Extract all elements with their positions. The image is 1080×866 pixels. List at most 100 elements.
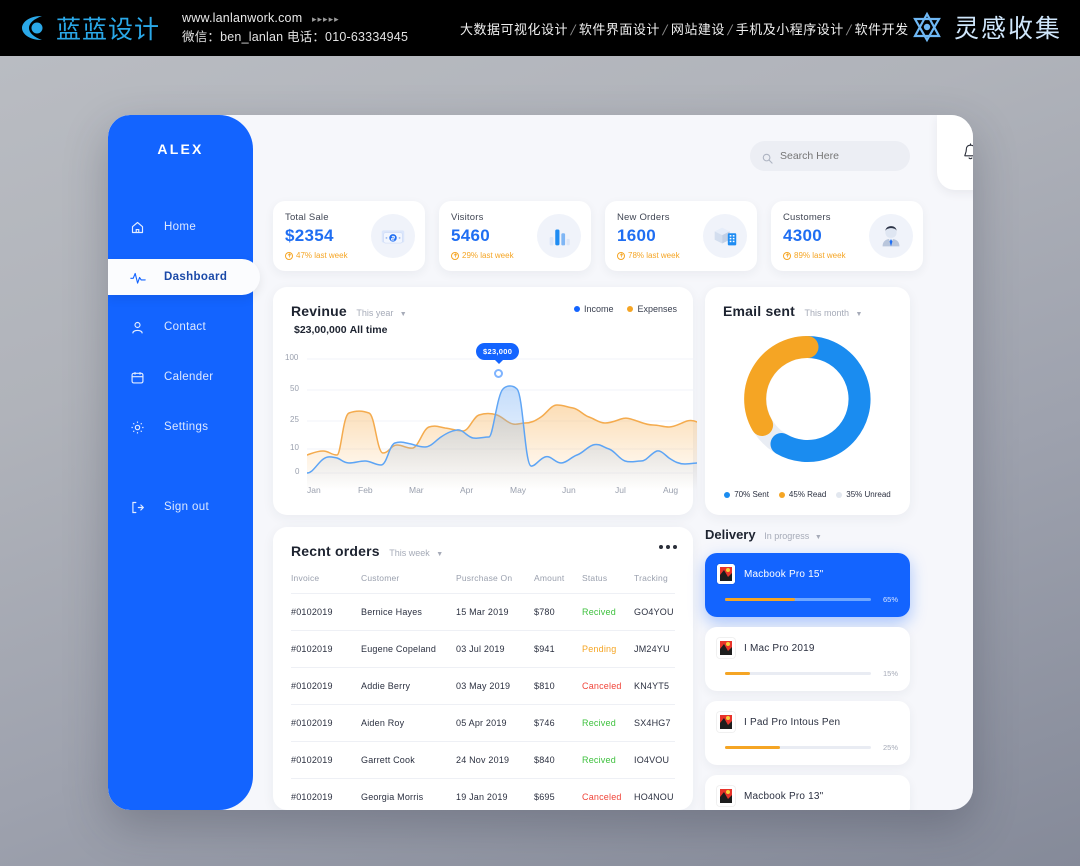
- search-input[interactable]: [780, 150, 895, 162]
- cell-purchase: 15 Mar 2019: [456, 593, 534, 631]
- orders-more-icon[interactable]: [659, 545, 677, 549]
- stat-card-total-sale[interactable]: Total Sale $2354 47% last week: [273, 201, 425, 271]
- sidebar-item-label: Sign out: [164, 501, 209, 513]
- table-row[interactable]: #0102019 Eugene Copeland 03 Jul 2019 $94…: [291, 630, 675, 668]
- revenue-panel: Revinue This year ▼ $23,00,000 All time I…: [273, 287, 697, 515]
- bell-icon[interactable]: [962, 143, 973, 162]
- delivery-period[interactable]: In progress: [764, 531, 810, 541]
- delivery-item-macbook-pro-15[interactable]: Macbook Pro 15" 65%: [705, 553, 910, 617]
- table-row[interactable]: #0102019 Garrett Cook 24 Nov 2019 $840 R…: [291, 741, 675, 779]
- trend-up-icon: [285, 251, 293, 260]
- stat-card-new-orders[interactable]: New Orders 1600 78% last week: [605, 201, 757, 271]
- delivery-progress-row: 15%: [717, 669, 898, 678]
- cell-customer: Garrett Cook: [361, 741, 456, 779]
- logout-icon: [130, 500, 150, 515]
- sidebar-item-settings[interactable]: Settings: [108, 409, 253, 445]
- sidebar-logo: ALEX: [157, 141, 204, 157]
- legend-swatch: [573, 306, 580, 312]
- revenue-period[interactable]: This year: [356, 308, 394, 318]
- cell-tracking: JM24YU: [634, 630, 675, 668]
- legend-label: 45% Read: [788, 490, 827, 499]
- stat-delta-label: 89% last week: [794, 251, 846, 260]
- stat-card-visitors[interactable]: Visitors 5460 29% last week: [439, 201, 591, 271]
- y-tick-10: 10: [290, 443, 299, 452]
- delivery-item-label: I Mac Pro 2019: [744, 642, 815, 654]
- chevron-down-icon[interactable]: ▼: [814, 534, 822, 541]
- sidebar-item-dashboard[interactable]: Dashboard: [108, 259, 260, 295]
- delivery-item-ipad-pro-intous-pen[interactable]: I Pad Pro Intous Pen 25%: [705, 701, 910, 765]
- cell-amount: $746: [534, 704, 582, 742]
- product-thumb-icon: [717, 712, 735, 732]
- table-row[interactable]: #0102019 Addie Berry 03 May 2019 $810 Ca…: [291, 667, 675, 705]
- service-2: 网站建设: [670, 23, 725, 38]
- cell-customer: Addie Berry: [361, 667, 456, 705]
- cell-amount: $941: [534, 630, 582, 668]
- x-tick-mar: Mar: [409, 485, 424, 495]
- search-bar[interactable]: [750, 141, 910, 171]
- cell-purchase: 03 Jul 2019: [456, 630, 534, 668]
- stat-title: Customers: [783, 212, 831, 223]
- panel-title: Email sent: [723, 303, 796, 319]
- cell-purchase: 03 May 2019: [456, 667, 534, 705]
- stat-value: 5460: [451, 226, 491, 245]
- cell-amount: $840: [534, 741, 582, 779]
- stat-delta-label: 29% last week: [462, 251, 514, 260]
- stat-delta: 89% last week: [783, 251, 911, 260]
- email-period[interactable]: This month: [804, 308, 850, 318]
- recent-orders-panel: Recnt orders This week ▼ Invoice Custome…: [273, 527, 693, 810]
- lanlan-logo-icon: [16, 11, 50, 45]
- revenue-plot: [307, 358, 697, 490]
- y-tick-100: 100: [285, 353, 299, 362]
- service-sep: /: [846, 23, 852, 38]
- revenue-amount-note: All time: [349, 324, 388, 336]
- chevron-down-icon[interactable]: ▼: [436, 551, 444, 558]
- product-thumb-icon: [717, 638, 735, 658]
- cell-status: Recived: [582, 704, 634, 742]
- product-thumb-icon: [717, 564, 735, 584]
- table-row[interactable]: #0102019 Aiden Roy 05 Apr 2019 $746 Reci…: [291, 704, 675, 742]
- delivery-item-imac-pro-2019[interactable]: I Mac Pro 2019 15%: [705, 627, 910, 691]
- email-header: Email sent This month ▼: [705, 287, 910, 331]
- brand-contact: www.lanlanwork.com ▸▸▸▸▸ 微信：ben_lanlan 电…: [182, 9, 408, 48]
- chevron-down-icon[interactable]: ▼: [399, 311, 407, 318]
- legend-label: 70% Sent: [734, 490, 769, 499]
- legend-label: Income: [583, 304, 614, 314]
- stat-card-customers[interactable]: Customers 4300 89% last week: [771, 201, 923, 271]
- table-row[interactable]: #0102019 Georgia Morris 19 Jan 2019 $695…: [291, 778, 675, 810]
- stat-delta-label: 78% last week: [628, 251, 680, 260]
- legend-item-read: 45% Read: [778, 490, 827, 499]
- brand-contact-line: 微信：ben_lanlan 电话：010-63334945: [182, 30, 409, 44]
- sidebar-item-contact[interactable]: Contact: [108, 309, 253, 345]
- product-thumb-icon: [717, 786, 735, 806]
- legend-swatch: [627, 306, 634, 312]
- column-customer: Customer: [361, 573, 400, 583]
- column-invoice: Invoice: [291, 573, 320, 583]
- revenue-header: Revinue This year ▼ $23,00,000 All time: [273, 287, 693, 346]
- bar-chart-icon: [537, 214, 581, 258]
- revenue-legend: Income Expenses: [573, 304, 677, 314]
- legend-item-unread: 35% Unread: [836, 490, 891, 499]
- revenue-amount-row: $23,00,000 All time: [291, 324, 675, 336]
- service-sep: /: [571, 23, 576, 38]
- user-icon: [130, 320, 150, 335]
- email-legend: 70% Sent 45% Read 35% Unread: [705, 490, 910, 499]
- x-tick-feb: Feb: [358, 485, 373, 495]
- delivery-item-label: I Pad Pro Intous Pen: [744, 716, 841, 728]
- box-icon: [703, 214, 747, 258]
- chevron-down-icon[interactable]: ▼: [855, 311, 863, 318]
- cell-customer: Bernice Hayes: [361, 593, 456, 631]
- table-row[interactable]: #0102019 Bernice Hayes 15 Mar 2019 $780 …: [291, 593, 675, 631]
- trend-up-icon: [783, 251, 791, 260]
- sidebar-item-home[interactable]: Home: [108, 209, 253, 245]
- cell-customer: Eugene Copeland: [361, 630, 456, 668]
- cell-invoice: #0102019: [291, 593, 361, 631]
- legend-item-sent: 70% Sent: [724, 490, 769, 499]
- orders-header: Recnt orders This week ▼ Invoice Custome…: [273, 527, 693, 810]
- x-tick-jul: Jul: [615, 485, 626, 495]
- orders-period[interactable]: This week: [389, 548, 430, 558]
- sidebar-item-signout[interactable]: Sign out: [108, 489, 253, 525]
- sidebar-item-calender[interactable]: Calender: [108, 359, 253, 395]
- delivery-item-macbook-pro-13[interactable]: Macbook Pro 13": [705, 775, 910, 810]
- progress-label: 65%: [882, 595, 898, 604]
- activity-icon: [130, 270, 150, 285]
